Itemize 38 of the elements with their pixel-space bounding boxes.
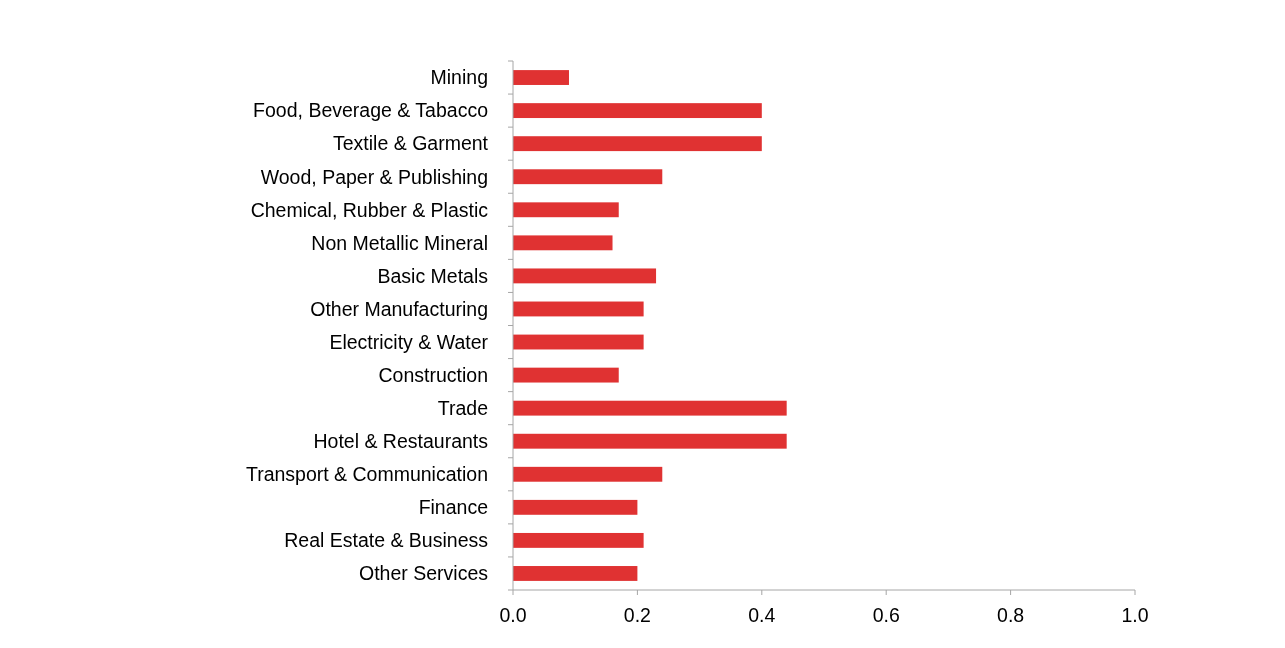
y-tick-label: Hotel & Restaurants — [313, 430, 489, 453]
y-tick-label: Electricity & Water — [329, 330, 489, 353]
x-tick-label: 0.6 — [872, 603, 900, 626]
y-tick-label: Transport & Communication — [245, 463, 488, 486]
bar — [513, 499, 638, 515]
bar — [513, 103, 762, 119]
bar — [513, 70, 569, 85]
x-tick-label: 0.8 — [997, 603, 1025, 626]
y-tick-label: Construction — [378, 363, 488, 386]
x-tick-label: 0.4 — [748, 603, 776, 626]
bar — [513, 235, 613, 251]
y-tick-label: Other Services — [359, 562, 489, 585]
bar — [513, 400, 787, 416]
y-tick-label: Wood, Paper & Publishing — [260, 165, 488, 188]
bar — [513, 532, 644, 548]
bar — [513, 334, 644, 350]
y-tick-label: Trade — [437, 396, 488, 419]
bar — [513, 367, 619, 383]
y-tick-label: Basic Metals — [377, 264, 489, 287]
y-tick-label: Mining — [430, 66, 488, 89]
y-tick-label: Food, Beverage & Tabacco — [253, 99, 489, 122]
bar — [513, 169, 663, 185]
bar — [513, 268, 657, 284]
x-tick-label: 0.2 — [623, 603, 651, 626]
y-tick-label: Textile & Garment — [333, 132, 489, 155]
bar — [513, 566, 638, 581]
x-tick-label: 0.0 — [499, 603, 527, 626]
y-tick-label: Non Metallic Mineral — [311, 231, 488, 254]
bar — [513, 136, 762, 152]
x-tick-label: 1.0 — [1121, 603, 1149, 626]
y-tick-label: Other Manufacturing — [310, 297, 488, 320]
bar — [513, 466, 663, 482]
bar — [513, 202, 619, 218]
y-tick-label: Finance — [418, 496, 488, 519]
y-tick-label: Chemical, Rubber & Plastic — [250, 198, 489, 221]
bar — [513, 301, 644, 317]
y-tick-label: Real Estate & Business — [284, 529, 489, 552]
bar — [513, 433, 787, 449]
